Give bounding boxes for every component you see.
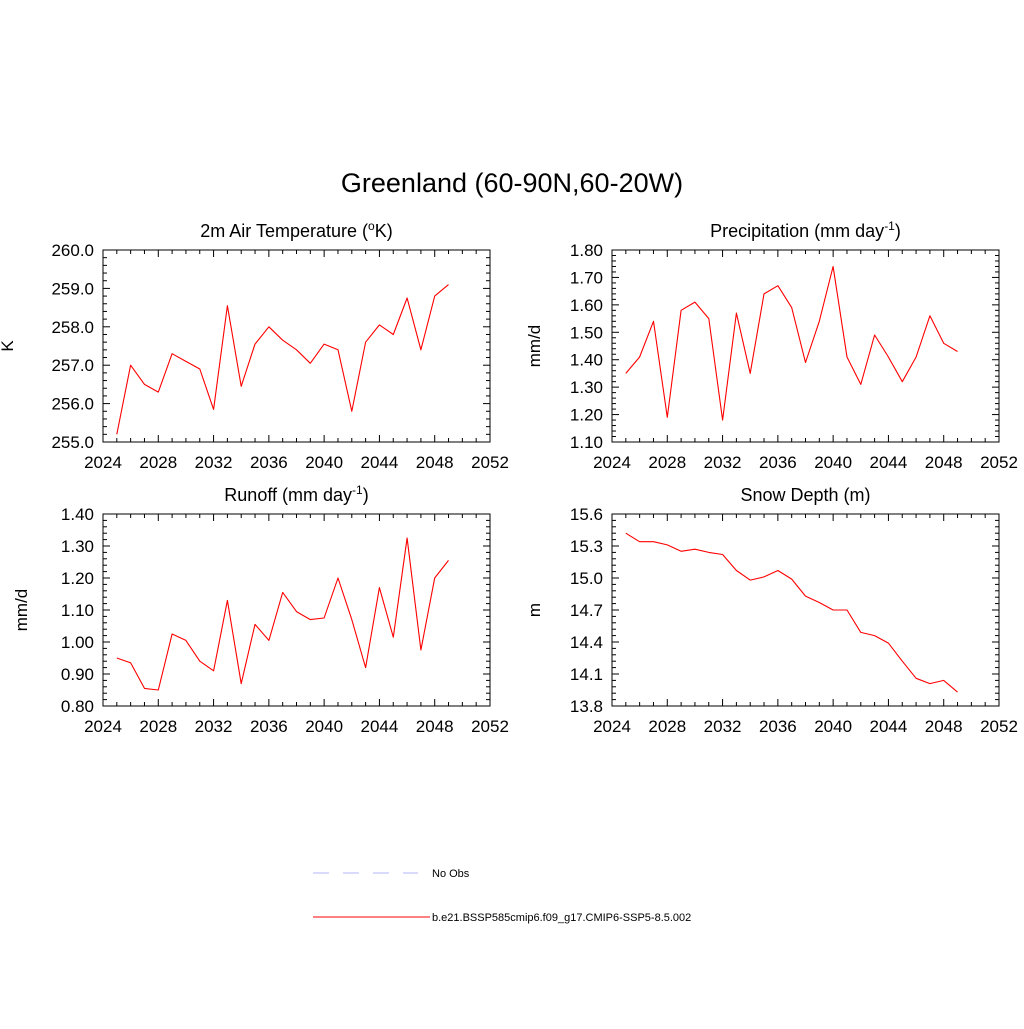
y-tick-label: 14.7: [570, 601, 603, 620]
series-line-snow-depth: [625, 532, 958, 693]
y-tick-label: 1.30: [61, 537, 94, 556]
x-tick-label: 2036: [759, 717, 797, 736]
legend-label-model-run: b.e21.BSSP585cmip6.f09_g17.CMIP6-SSP5-8.…: [432, 912, 691, 924]
y-tick-label: 15.0: [570, 569, 603, 588]
panel-precipitation: 2024 2028 2032 2036 2040 2044 2048 2052 1.10 1.20…: [525, 219, 1018, 472]
y-tick-label: 1.30: [570, 378, 603, 397]
x-tick-label: 2036: [250, 453, 288, 472]
series-line-air-temperature: [116, 284, 449, 435]
x-tick-label: 2044: [361, 717, 399, 736]
y-tick-label: 1.40: [61, 505, 94, 524]
plot-frame-snow-depth: [611, 513, 1000, 707]
y-tick-label: 259.0: [51, 279, 94, 298]
legend-label-no-obs: No Obs: [432, 868, 470, 880]
legend: No Obs b.e21.BSSP585cmip6.f09_g17.CMIP6-…: [313, 868, 691, 924]
x-tick-label: 2032: [704, 453, 742, 472]
y-tick-label: 15.6: [570, 505, 603, 524]
y-tick-label: 257.0: [51, 356, 94, 375]
y-tick-label: 1.00: [61, 633, 94, 652]
y-tick-label: 1.70: [570, 268, 603, 287]
x-tick-label: 2036: [759, 453, 797, 472]
plot-frame-precipitation: [611, 249, 1000, 443]
y-tick-label: 0.80: [61, 697, 94, 716]
x-tick-label: 2040: [814, 453, 852, 472]
y-tick-label: 1.10: [61, 601, 94, 620]
y-tick-label: 1.20: [61, 569, 94, 588]
x-tick-label: 2028: [648, 717, 686, 736]
x-tick-label: 2052: [980, 453, 1018, 472]
series-line-runoff: [116, 537, 449, 691]
y-tick-label: 258.0: [51, 318, 94, 337]
x-tick-label: 2052: [471, 717, 509, 736]
y-tick-label: 0.90: [61, 665, 94, 684]
x-tick-label: 2048: [416, 453, 454, 472]
y-tick-label: 255.0: [51, 433, 94, 452]
y-tick-label: 1.10: [570, 433, 603, 452]
plot-frame-air-temperature: [102, 249, 491, 443]
x-tick-label: 2044: [870, 717, 908, 736]
x-tick-label: 2024: [593, 453, 631, 472]
x-tick-label: 2024: [84, 717, 122, 736]
panel-title: Snow Depth (m): [740, 485, 870, 505]
x-tick-label: 2028: [139, 717, 177, 736]
x-tick-label: 2040: [814, 717, 852, 736]
y-tick-label: 1.20: [570, 406, 603, 425]
panel-air-temperature: 2024 2028 2032 2036 2040 2044 2048 2052 255.0 256…: [0, 219, 509, 472]
x-tick-label: 2052: [471, 453, 509, 472]
y-tick-label: 256.0: [51, 395, 94, 414]
panel-runoff: 2024 2028 2032 2036 2040 2044 2048 2052 0.80 0.90…: [12, 483, 509, 736]
panel-title: Runoff (mm day-1): [224, 483, 368, 505]
y-tick-label: 1.40: [570, 351, 603, 370]
x-tick-label: 2024: [84, 453, 122, 472]
y-tick-label: 15.3: [570, 537, 603, 556]
y-axis-label: K: [0, 340, 17, 352]
y-tick-label: 13.8: [570, 697, 603, 716]
x-tick-label: 2048: [416, 717, 454, 736]
y-axis-label: mm/d: [12, 589, 31, 632]
x-tick-label: 2028: [139, 453, 177, 472]
y-axis-label: mm/d: [525, 325, 544, 368]
x-tick-label: 2024: [593, 717, 631, 736]
figure-title: Greenland (60-90N,60-20W): [340, 168, 684, 198]
series-line-precipitation: [625, 265, 958, 421]
panel-title: Precipitation (mm day-1): [710, 219, 901, 241]
x-tick-label: 2040: [305, 717, 343, 736]
y-tick-label: 14.1: [570, 665, 603, 684]
y-tick-label: 260.0: [51, 241, 94, 260]
y-tick-label: 14.4: [570, 633, 603, 652]
x-tick-label: 2044: [870, 453, 908, 472]
x-tick-label: 2044: [361, 453, 399, 472]
x-tick-label: 2032: [195, 717, 233, 736]
y-tick-label: 1.60: [570, 296, 603, 315]
y-tick-label: 1.50: [570, 323, 603, 342]
x-tick-label: 2036: [250, 717, 288, 736]
x-tick-label: 2052: [980, 717, 1018, 736]
y-tick-label: 1.80: [570, 241, 603, 260]
panel-snow-depth: 2024 2028 2032 2036 2040 2044 2048 2052 13.8 14.1…: [525, 485, 1018, 736]
y-axis-label: m: [525, 603, 544, 617]
x-tick-label: 2028: [648, 453, 686, 472]
x-tick-label: 2032: [704, 717, 742, 736]
x-tick-label: 2040: [305, 453, 343, 472]
panel-title: 2m Air Temperature (oK): [200, 219, 392, 241]
x-tick-label: 2048: [925, 717, 963, 736]
x-tick-label: 2032: [195, 453, 233, 472]
x-tick-label: 2048: [925, 453, 963, 472]
